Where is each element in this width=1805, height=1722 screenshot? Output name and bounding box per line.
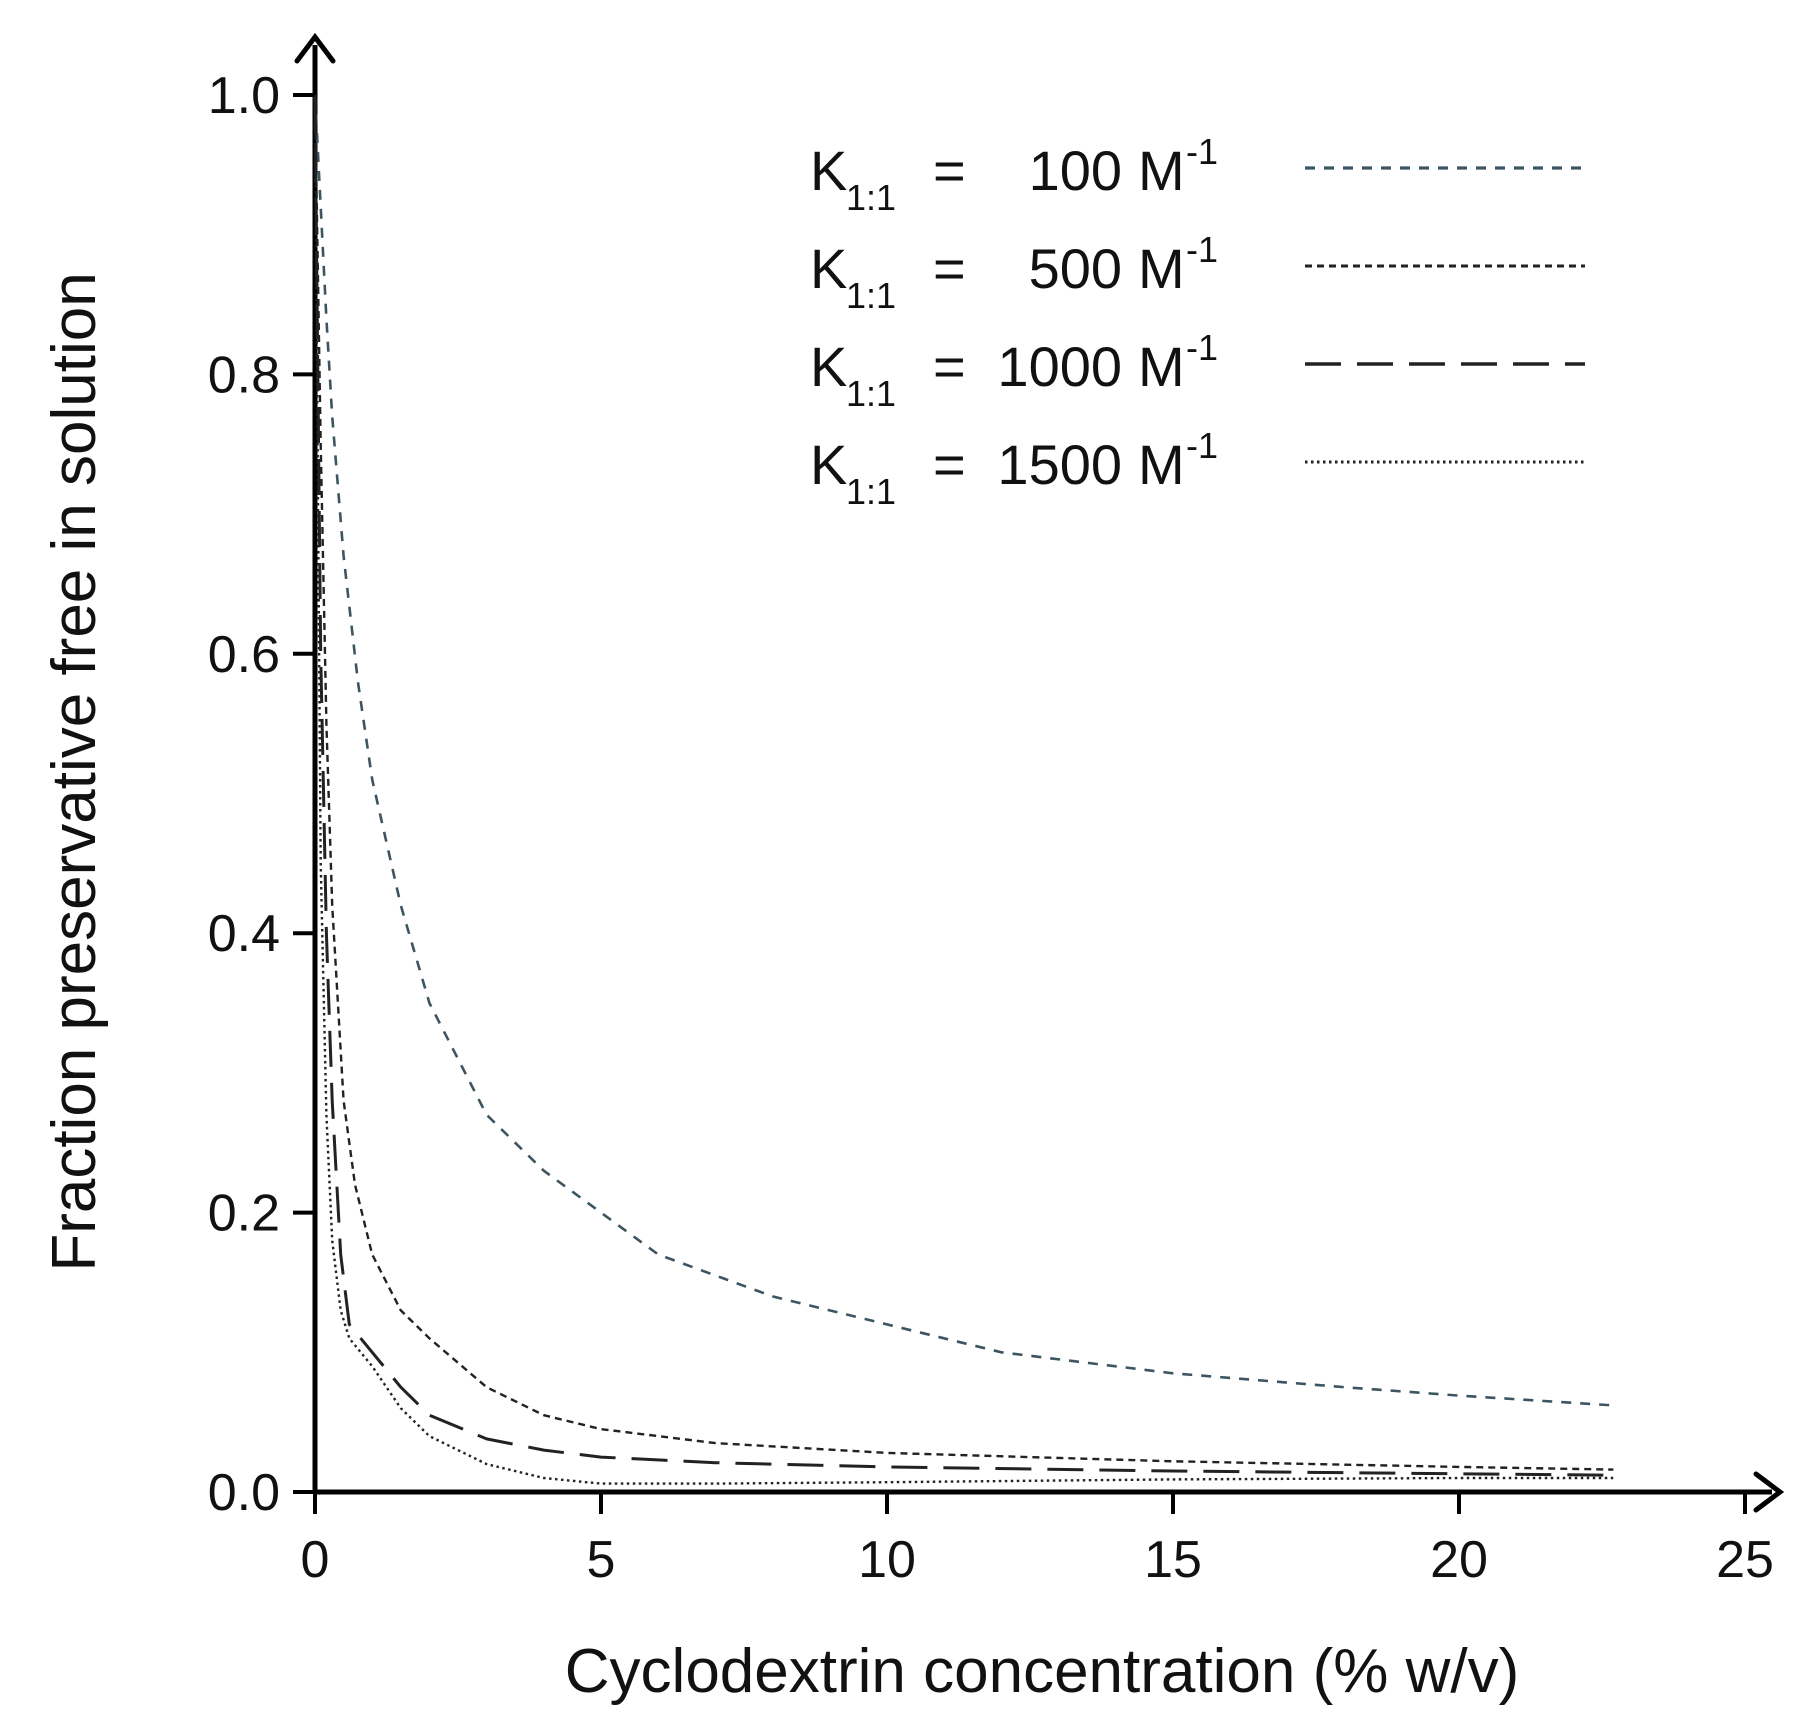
ticks: 0 5 10 15 20 25 0.0 0.2 0.4 0.6 0.8 1.0 [208,67,1774,1589]
axes [294,32,1785,1513]
legend-entry: K1:1 = 1500 M -1 [810,425,1585,512]
x-tick-label: 5 [587,1531,616,1589]
legend-k-subscript: 1:1 [846,471,896,512]
legend-unit: M [1138,433,1185,496]
legend-value: 1500 [997,433,1122,496]
legend-k-symbol: K [810,237,847,300]
series-line-100 [313,94,1614,1407]
legend-entry: K1:1 = 1000 M -1 [810,327,1585,414]
legend-equals: = [933,139,966,202]
x-tick-label: 20 [1430,1531,1488,1589]
legend-k-symbol: K [810,433,847,496]
x-tick-label: 15 [1144,1531,1202,1589]
y-tick-label: 0.8 [208,346,280,404]
x-tick-label: 10 [858,1531,916,1589]
series-line-1500 [313,94,1614,1485]
legend-k-symbol: K [810,335,847,398]
legend-unit: M [1138,139,1185,202]
legend-k-subscript: 1:1 [846,373,896,414]
legend-unit-superscript: -1 [1186,131,1218,172]
y-tick-label: 1.0 [208,67,280,125]
legend-equals: = [933,335,966,398]
y-tick-label: 0.4 [208,905,280,963]
y-tick-label: 0.0 [208,1464,280,1522]
legend-entry: K1:1 = 500 M -1 [810,229,1585,316]
legend-unit: M [1138,335,1185,398]
legend-unit-superscript: -1 [1186,327,1218,368]
legend-k-subscript: 1:1 [846,275,896,316]
legend-k-subscript: 1:1 [846,177,896,218]
y-tick-label: 0.2 [208,1185,280,1243]
legend-value: 100 [1029,139,1122,202]
legend-value: 1000 [997,335,1122,398]
legend: K1:1 = 100 M -1K1:1 = 500 M -1K1:1 = 1000 M -1K1:1 = 1… [810,131,1585,512]
y-tick-label: 0.6 [208,626,280,684]
x-tick-label: 25 [1716,1531,1774,1589]
legend-equals: = [933,433,966,496]
legend-entry: K1:1 = 100 M -1 [810,131,1585,218]
y-axis-arrow-icon [294,32,336,64]
series-line-1000 [313,94,1614,1477]
series-group [313,94,1614,1485]
y-axis-title: Fraction preservative free in solution [40,272,109,1271]
x-axis-title: Cyclodextrin concentration (% w/v) [565,1637,1519,1706]
legend-k-symbol: K [810,139,847,202]
x-tick-label: 0 [301,1531,330,1589]
legend-value: 500 [1029,237,1122,300]
series-line-500 [313,94,1614,1471]
legend-unit-superscript: -1 [1186,229,1218,270]
legend-unit: M [1138,237,1185,300]
x-axis-arrow-icon [1753,1471,1785,1513]
legend-equals: = [933,237,966,300]
legend-unit-superscript: -1 [1186,425,1218,466]
